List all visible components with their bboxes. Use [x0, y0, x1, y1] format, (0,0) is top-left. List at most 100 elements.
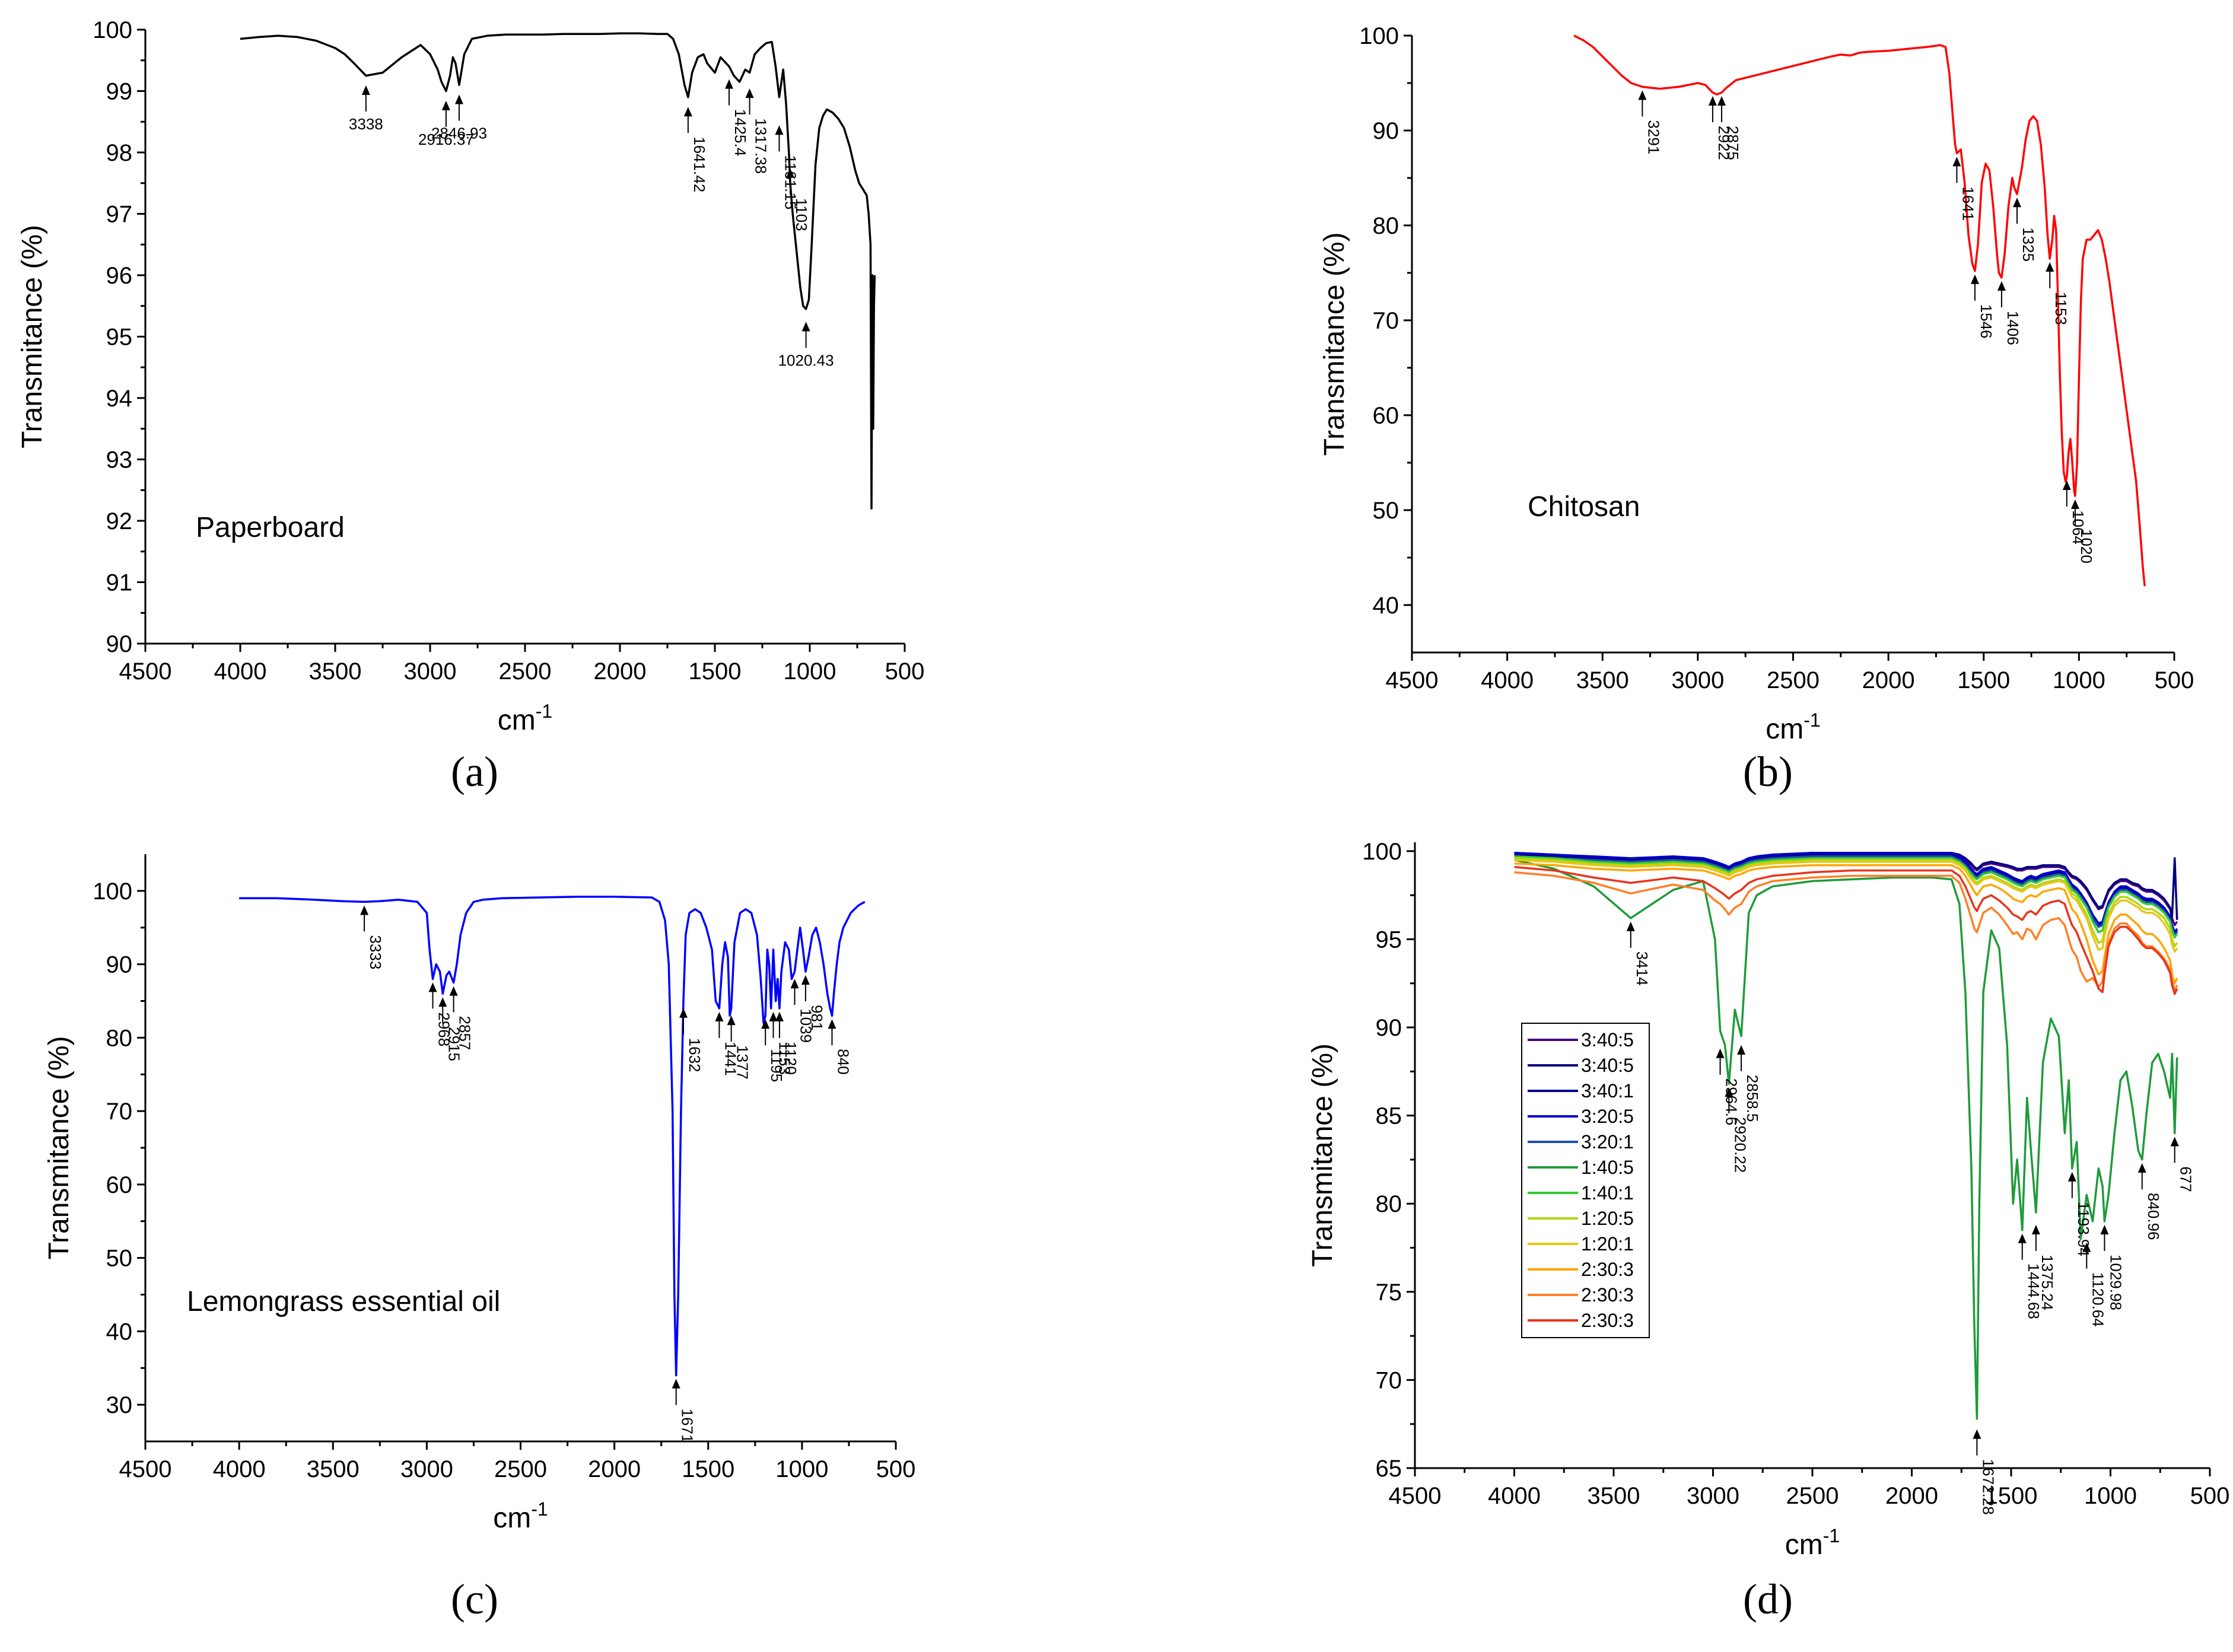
y-tick-label: 65 — [1376, 1456, 1402, 1482]
peak-arrow-head — [745, 88, 754, 98]
peak-arrow-head — [1638, 90, 1647, 100]
x-tick-label: 1500 — [1957, 667, 2010, 693]
peak-label: 2875 — [1724, 126, 1742, 160]
x-tick-label: 1000 — [2053, 667, 2105, 693]
y-tick-label: 90 — [1373, 118, 1399, 144]
x-axis-title-superscript: -1 — [1823, 1525, 1840, 1546]
peak-arrow-head — [775, 1011, 784, 1021]
x-tick-label: 4000 — [1488, 1483, 1541, 1509]
peak-label: 1153 — [2052, 292, 2070, 325]
legend-label: 1:40:5 — [1581, 1157, 1634, 1178]
peak-arrow-head — [1725, 1087, 1733, 1097]
peak-label: 1641 — [1959, 186, 1977, 221]
y-tick-label: 95 — [106, 324, 133, 351]
x-axis-title-superscript: -1 — [536, 701, 552, 722]
panel-caption: (c) — [451, 1575, 498, 1623]
peak-arrow-head — [672, 1379, 680, 1389]
peak-label: 1020.43 — [778, 351, 834, 369]
x-tick-label: 500 — [885, 658, 925, 685]
panel-c-lemongrass-spectrum: 4500 4000 3500 3000 2500 2000 1500 1000 500 30 40 5… — [43, 854, 915, 1623]
peak-arrow-head — [1970, 274, 1979, 284]
y-tick-label: 90 — [1376, 1015, 1402, 1041]
x-axis-title-base: cm — [1785, 1529, 1823, 1561]
y-axis-title: Transmitance (%) — [1319, 233, 1350, 456]
peak-arrow-head — [2012, 198, 2021, 208]
panel-a-paperboard-spectrum: 4500 4000 3500 3000 2500 2000 1500 1000 500 90 91 9… — [17, 17, 924, 795]
peak-label: 1444.68 — [2025, 1263, 2043, 1319]
x-axis-title-base: cm — [493, 1503, 531, 1534]
spectrum-line-1-40-1-6 — [1514, 855, 2178, 939]
x-tick-label: 3500 — [307, 1456, 360, 1482]
x-tick-label: 3000 — [1687, 1483, 1739, 1509]
x-tick-label: 3000 — [404, 658, 457, 685]
x-tick-label: 3000 — [400, 1456, 453, 1482]
spectrum-line-3-20-5-3 — [1514, 852, 2178, 934]
x-tick-label: 2500 — [494, 1456, 547, 1482]
x-tick-label: 500 — [2190, 1483, 2230, 1509]
peak-label: 1193.94 — [2075, 1202, 2092, 1256]
spectrum-line-Chitosan-0 — [1573, 34, 2146, 587]
peak-label: 1020 — [2078, 529, 2095, 564]
peak-label: 2857 — [456, 1016, 474, 1051]
y-tick-label: 90 — [106, 631, 133, 657]
y-tick-label: 50 — [106, 1246, 133, 1272]
x-tick-label: 1500 — [682, 1456, 734, 1482]
peak-arrow-head — [2031, 1224, 2040, 1234]
x-axis-title-superscript: -1 — [531, 1498, 548, 1520]
x-axis-title-base: cm — [1766, 714, 1803, 745]
peak-label: 3333 — [367, 935, 384, 969]
x-tick-label: 4000 — [1481, 667, 1534, 693]
x-tick-label: 500 — [2155, 667, 2194, 693]
peak-arrow-head — [438, 997, 447, 1007]
peak-label: 1120.64 — [2089, 1272, 2107, 1327]
peak-label: 1425.4 — [731, 109, 749, 157]
peak-arrow-head — [1997, 281, 2006, 291]
x-tick-label: 3000 — [1671, 667, 1724, 693]
peak-arrow-head — [1952, 157, 1961, 167]
peak-arrow-head — [2062, 480, 2071, 490]
legend-label: 2:30:3 — [1581, 1310, 1634, 1331]
peak-arrow-head — [2018, 1233, 2027, 1243]
legend-label: 1:40:1 — [1581, 1182, 1634, 1204]
legend-label: 3:40:1 — [1581, 1080, 1634, 1102]
peak-label: 2916.37 — [418, 130, 474, 148]
x-tick-label: 1000 — [775, 1456, 828, 1482]
y-tick-label: 98 — [106, 140, 133, 166]
x-tick-label: 500 — [876, 1456, 916, 1482]
x-tick-label: 1000 — [784, 658, 836, 685]
peak-label: 840 — [834, 1049, 852, 1074]
y-axis-title: Transmitance (%) — [43, 1036, 75, 1260]
x-axis-title-superscript: -1 — [1803, 709, 1820, 731]
x-tick-label: 4500 — [119, 1456, 172, 1482]
peak-arrow-head — [428, 982, 437, 992]
legend-label: 3:20:1 — [1581, 1131, 1634, 1153]
y-tick-label: 99 — [106, 79, 133, 105]
y-tick-label: 60 — [106, 1172, 133, 1198]
y-tick-label: 90 — [106, 952, 133, 978]
x-tick-label: 4500 — [119, 658, 172, 685]
peak-label: 1029.98 — [2107, 1255, 2124, 1310]
peak-label: 981 — [808, 1005, 826, 1030]
peak-arrow-head — [454, 94, 463, 104]
sample-label: Lemongrass essential oil — [187, 1286, 500, 1317]
peak-arrow-head — [2067, 1172, 2076, 1182]
peak-arrow-head — [361, 85, 370, 95]
peak-label: 2964.6 — [1723, 1078, 1741, 1126]
y-tick-label: 100 — [1359, 23, 1399, 49]
spectrum-line-3-20-1-4 — [1514, 855, 2178, 937]
peak-label: 1641.42 — [691, 136, 708, 192]
peak-label: 1064 — [2069, 510, 2087, 545]
peak-arrow-head — [725, 79, 733, 89]
x-tick-label: 4000 — [214, 658, 267, 685]
x-axis-title: cm-1 — [1766, 709, 1820, 745]
y-tick-label: 50 — [1373, 498, 1399, 524]
legend-label: 3:40:5 — [1581, 1029, 1634, 1051]
y-tick-label: 95 — [1376, 927, 1402, 953]
panel-caption: (a) — [451, 748, 498, 795]
legend-label: 2:30:3 — [1581, 1284, 1634, 1306]
peak-label: 3338 — [349, 115, 383, 133]
legend-label: 1:20:5 — [1581, 1208, 1634, 1229]
spectrum-line-1-40-5-5 — [1514, 858, 2178, 1420]
peak-label: 2915 — [445, 1027, 463, 1061]
